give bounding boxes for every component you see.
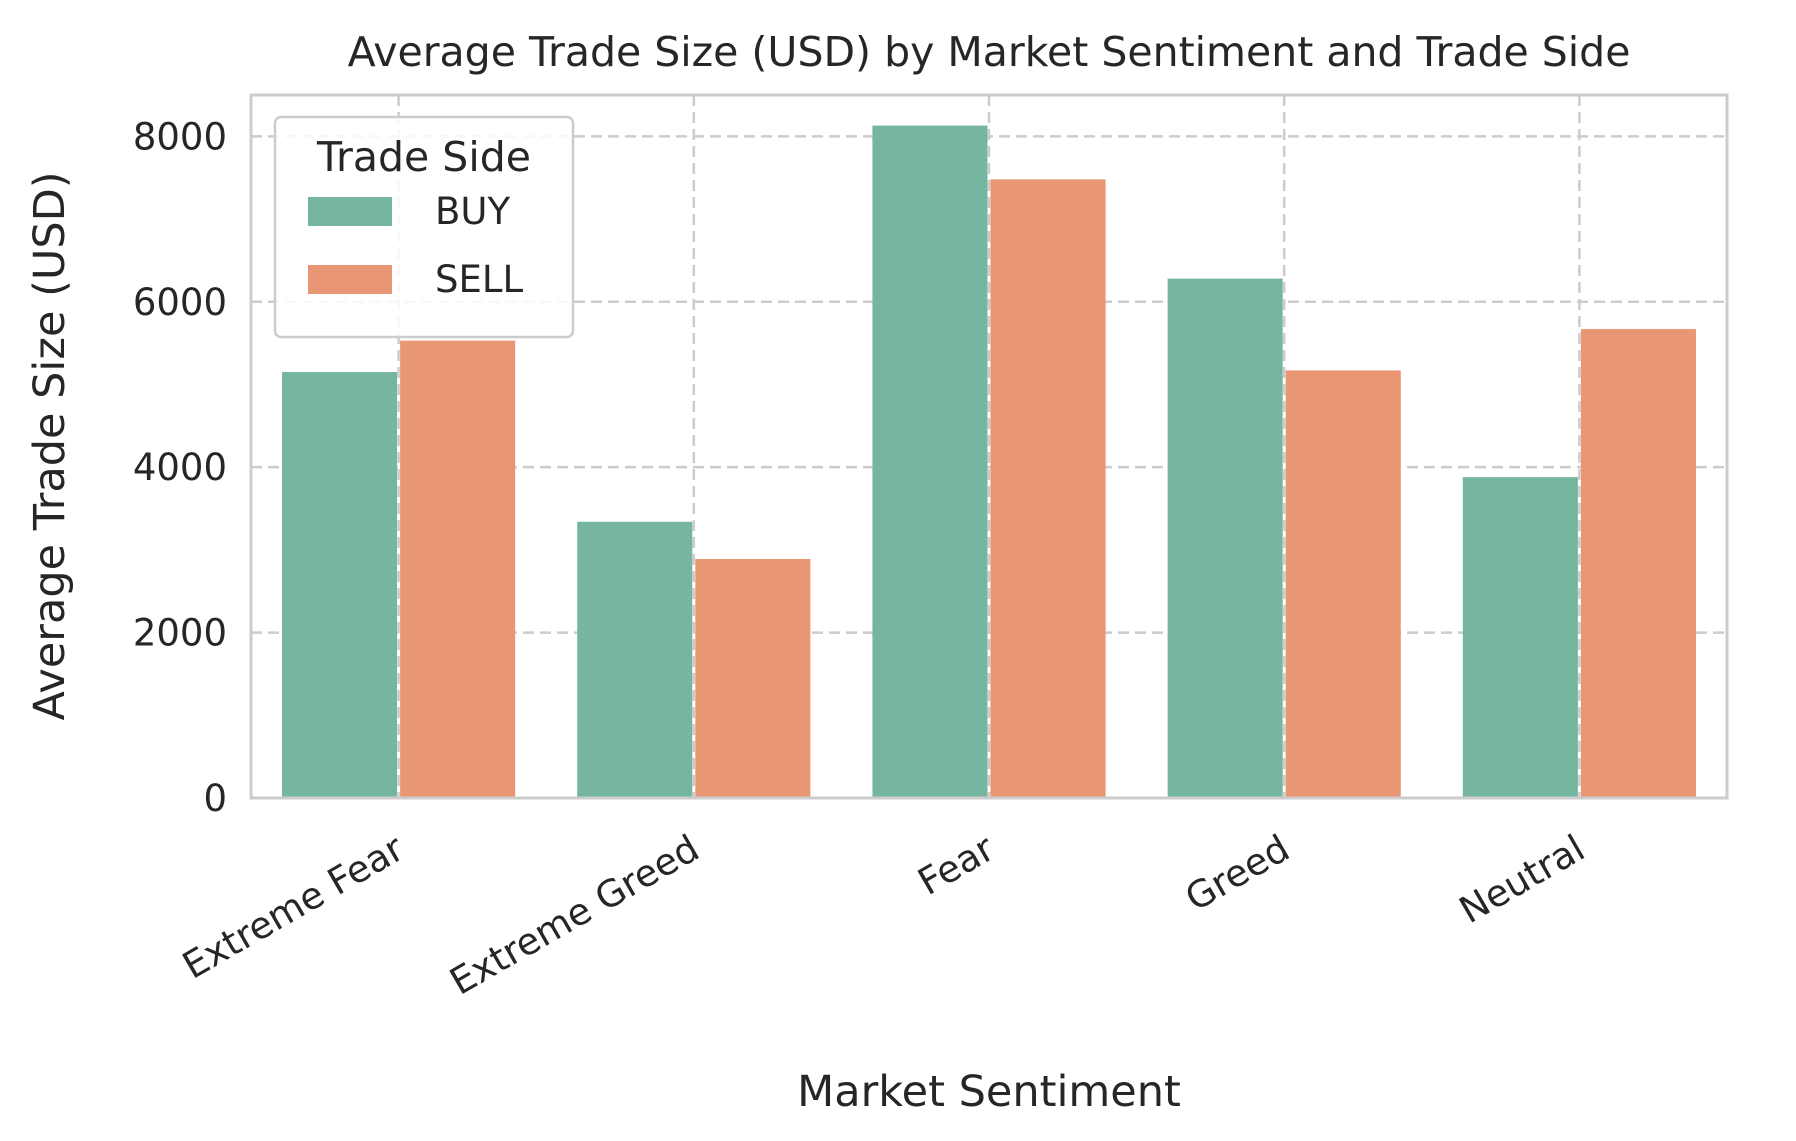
x-axis-label: Market Sentiment (797, 1067, 1181, 1117)
y-tick-label: 8000 (133, 115, 227, 158)
y-axis-label: Average Trade Size (USD) (25, 171, 75, 720)
x-tick-label: Extreme Greed (443, 827, 707, 1004)
bar-buy-extreme-fear (282, 372, 398, 798)
bar-sell-fear (990, 179, 1106, 799)
bars (282, 125, 1696, 799)
x-tick-label: Neutral (1452, 827, 1592, 933)
legend-label-buy: BUY (435, 190, 510, 233)
bar-sell-greed (1285, 370, 1401, 798)
bar-sell-extreme-greed (695, 558, 811, 798)
legend-label-sell: SELL (435, 258, 523, 301)
legend-items: BUY SELL (308, 190, 523, 301)
legend: Trade Side BUY SELL (273, 115, 575, 339)
plot-frame (249, 93, 1729, 800)
legend-swatch-buy (308, 197, 392, 226)
y-tick-label: 0 (203, 777, 227, 820)
legend-swatch-sell (308, 265, 392, 294)
x-tick-labels: Extreme Fear Extreme Greed Fear Greed Neutra… (175, 826, 1592, 1003)
legend-title: Trade Side (316, 133, 531, 181)
y-tick-labels: 0 2000 4000 6000 8000 (133, 115, 227, 820)
y-tick-label: 6000 (133, 281, 227, 324)
bar-sell-neutral (1580, 329, 1696, 798)
chart-title: Average Trade Size (USD) by Market Senti… (348, 28, 1631, 76)
bar-sell-extreme-fear (400, 340, 516, 798)
bar-buy-extreme-greed (577, 521, 693, 798)
x-tick-label: Fear (911, 826, 1002, 904)
bar-buy-neutral (1462, 477, 1578, 798)
y-tick-label: 4000 (133, 446, 227, 489)
bar-buy-greed (1167, 278, 1283, 798)
y-tick-label: 2000 (133, 612, 227, 655)
x-tick-label: Extreme Fear (175, 826, 411, 987)
x-tick-label: Greed (1178, 827, 1297, 920)
bar-buy-fear (872, 125, 988, 798)
